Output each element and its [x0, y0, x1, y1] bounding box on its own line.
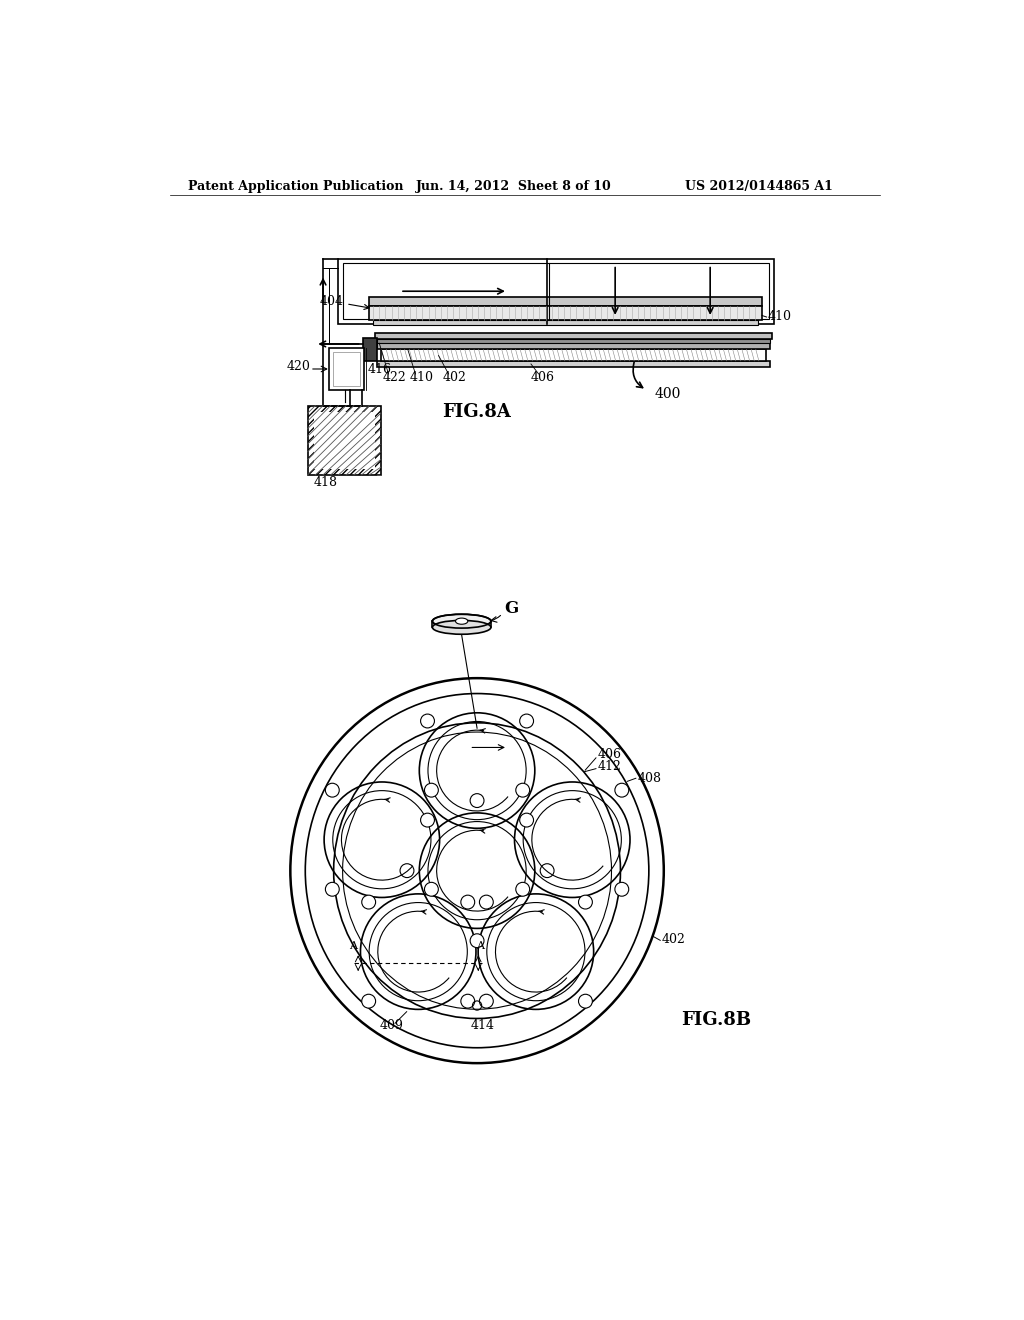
Text: 420: 420	[287, 360, 310, 374]
Text: G: G	[504, 599, 518, 616]
Circle shape	[421, 714, 434, 727]
Bar	[330, 348, 364, 391]
Circle shape	[516, 783, 529, 797]
Text: FIG.8B: FIG.8B	[681, 1011, 751, 1028]
Bar	[377, 343, 770, 350]
Text: Jun. 14, 2012  Sheet 8 of 10: Jun. 14, 2012 Sheet 8 of 10	[416, 180, 611, 193]
Circle shape	[516, 882, 529, 896]
Circle shape	[326, 783, 339, 797]
Text: 410: 410	[410, 371, 433, 384]
Bar	[370, 306, 762, 321]
Circle shape	[479, 994, 494, 1008]
Text: 422: 422	[383, 371, 407, 384]
Ellipse shape	[305, 693, 649, 1048]
Text: US 2012/0144865 A1: US 2012/0144865 A1	[685, 180, 833, 193]
Circle shape	[425, 783, 438, 797]
Ellipse shape	[456, 618, 468, 624]
Circle shape	[326, 882, 339, 896]
Circle shape	[461, 994, 475, 1008]
Text: 402: 402	[442, 371, 466, 384]
Bar	[364, 338, 377, 360]
Bar	[333, 351, 360, 387]
Text: 414: 414	[471, 1019, 495, 1032]
Bar	[343, 263, 769, 319]
Text: 409: 409	[380, 1019, 403, 1032]
Bar	[375, 333, 772, 339]
Circle shape	[579, 994, 592, 1008]
Bar	[339, 259, 773, 323]
Text: 408: 408	[637, 772, 662, 785]
Text: 400: 400	[654, 387, 681, 401]
Ellipse shape	[432, 614, 490, 628]
Bar	[370, 297, 762, 306]
Bar	[377, 360, 770, 367]
Text: 418: 418	[313, 475, 338, 488]
Bar	[381, 350, 766, 360]
Circle shape	[614, 882, 629, 896]
Text: A: A	[349, 941, 356, 952]
Circle shape	[614, 783, 629, 797]
Bar	[373, 321, 758, 325]
Circle shape	[425, 882, 438, 896]
Ellipse shape	[334, 723, 621, 1019]
Circle shape	[400, 863, 414, 878]
Ellipse shape	[291, 678, 664, 1063]
Circle shape	[461, 895, 475, 909]
Circle shape	[519, 714, 534, 727]
Circle shape	[479, 895, 494, 909]
Text: A: A	[476, 941, 483, 952]
Circle shape	[541, 863, 554, 878]
Circle shape	[361, 994, 376, 1008]
Text: 402: 402	[662, 933, 686, 945]
Circle shape	[421, 813, 434, 828]
Circle shape	[361, 895, 376, 909]
Text: 410: 410	[768, 310, 793, 323]
Circle shape	[470, 793, 484, 808]
Bar	[377, 339, 770, 343]
Bar	[307, 405, 381, 475]
Circle shape	[519, 813, 534, 828]
Text: 412: 412	[597, 760, 622, 774]
Ellipse shape	[432, 620, 490, 635]
Text: Patent Application Publication: Patent Application Publication	[188, 180, 403, 193]
Circle shape	[579, 895, 592, 909]
Text: 406: 406	[597, 748, 622, 760]
Text: 404: 404	[319, 294, 369, 309]
Bar	[313, 412, 375, 469]
Circle shape	[470, 933, 484, 948]
Text: 406: 406	[531, 371, 555, 384]
Text: 416: 416	[368, 363, 392, 376]
Text: FIG.8A: FIG.8A	[442, 403, 512, 421]
Ellipse shape	[343, 733, 611, 1010]
